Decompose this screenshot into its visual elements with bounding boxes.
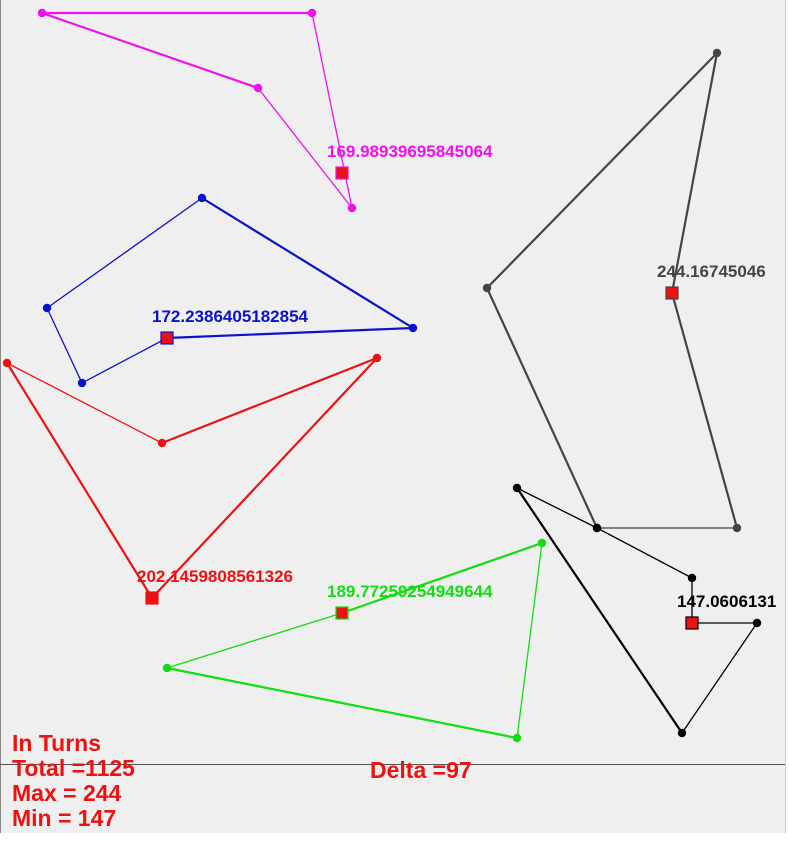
polygon-edge [670,291,739,530]
polygon-edge [5,361,154,600]
polygon-edge [515,486,684,735]
polygon-area-label: 202.1459808561326 [137,567,293,586]
polygon-edge [81,337,168,384]
polygon-center-marker[interactable] [160,331,174,345]
max-value: Max = 244 [12,780,122,806]
polygon-edge [340,541,544,615]
polygon-center-marker[interactable] [685,616,699,630]
polygon-vertex-handle[interactable] [37,8,47,18]
polygon-edge [516,542,543,739]
polygon-vertex-handle[interactable] [732,523,742,533]
polygon-layer: 169.98939695845064 172.2386405182854 202.1… [2,8,776,743]
mode-label: In Turns [12,730,102,756]
polygon-edge [596,527,693,579]
polygon-vertex-handle[interactable] [162,663,172,673]
polygon-center-marker[interactable] [335,166,349,180]
polygon-vertex-handle[interactable] [157,438,167,448]
polygon-area-label: 172.2386405182854 [152,307,309,326]
polygon-black[interactable]: 147.0606131 [512,483,776,738]
polygon-vertex-handle[interactable] [752,618,762,628]
polygon-center-marker[interactable] [145,591,159,605]
polygon-edge [516,487,598,529]
polygon-vertex-handle[interactable] [372,353,382,363]
polygon-edge [257,87,353,209]
polygon-vertex-handle[interactable] [253,83,263,93]
polygon-vertex-handle[interactable] [592,523,602,533]
polygon-vertex-handle[interactable] [408,323,418,333]
polygon-edge [485,51,719,290]
polygon-area-label: 147.0606131 [677,592,776,611]
polygon-edge [46,197,203,309]
polygon-edge [200,196,415,330]
polygon-edge [165,666,519,740]
polygon-vertex-handle[interactable] [2,358,12,368]
polygon-edge [46,307,83,384]
min-value: Min = 147 [12,805,117,831]
delta-value: Delta =97 [370,757,472,783]
polygon-vertex-handle[interactable] [42,303,52,313]
polygon-edge [670,51,719,295]
polygon-vertex-handle[interactable] [77,378,87,388]
polygon-center-marker[interactable] [665,286,679,300]
polygon-vertex-handle[interactable] [677,728,687,738]
polygon-blue[interactable]: 172.2386405182854 [42,193,418,388]
polygon-vertex-handle[interactable] [347,203,357,213]
polygon-edge [681,622,758,734]
polygon-vertex-handle[interactable] [712,48,722,58]
polygon-edge [165,326,415,340]
polygon-edge [160,356,379,445]
polygon-edge [40,11,260,90]
polygon-magenta[interactable]: 169.98939695845064 [37,8,493,213]
polygon-area-label: 189.77259254949644 [327,582,493,601]
polygon-area-label: 169.98939695845064 [327,142,493,161]
polygon-area-label: 244.16745046 [657,262,766,281]
polygon-green[interactable]: 189.77259254949644 [162,538,547,743]
polygon-vertex-handle[interactable] [537,538,547,548]
polygon-edge [166,612,343,669]
polygon-vertex-handle[interactable] [687,573,697,583]
total-value: Total =1125 [12,755,135,781]
polygon-gray[interactable]: 244.16745046 [482,48,766,533]
polygon-edge [150,356,379,600]
polygon-vertex-handle[interactable] [307,8,317,18]
polygon-vertex-handle[interactable] [512,733,522,743]
polygon-red[interactable]: 202.1459808561326 [2,353,382,605]
polygon-edge [485,286,599,530]
polygon-vertex-handle[interactable] [512,483,522,493]
polygon-vertex-handle[interactable] [197,193,207,203]
polygon-edge [6,362,163,444]
polygon-center-marker[interactable] [335,606,349,620]
polygon-vertex-handle[interactable] [482,283,492,293]
